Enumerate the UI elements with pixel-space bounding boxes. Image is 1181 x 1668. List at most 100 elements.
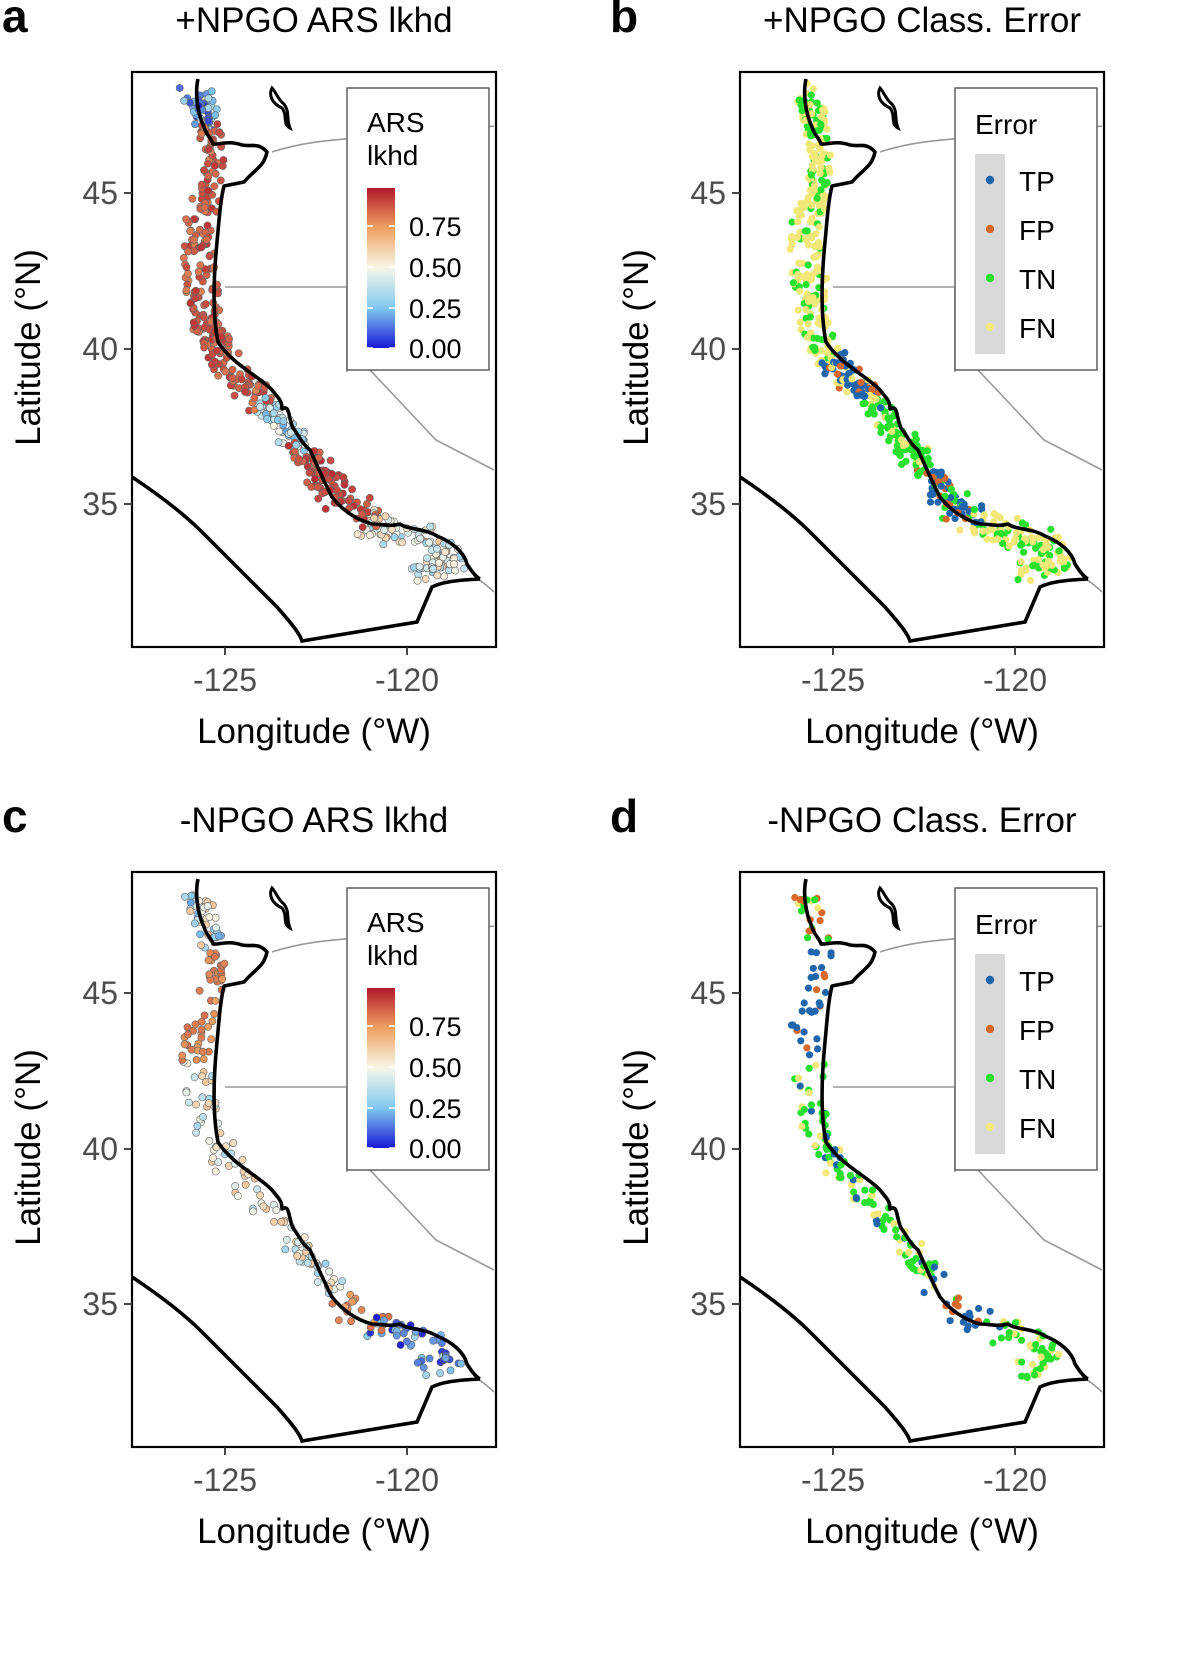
data-point [192, 1055, 201, 1064]
data-point [446, 1366, 455, 1375]
data-point [1055, 1350, 1063, 1358]
data-point [918, 1239, 926, 1248]
colorbar-label: 0.25 [409, 1094, 462, 1124]
data-point [800, 1105, 808, 1114]
data-point [191, 120, 199, 129]
data-point [798, 106, 806, 115]
data-point [325, 1267, 334, 1276]
data-point [216, 176, 225, 185]
data-point [869, 406, 877, 414]
legend-key-tp [985, 175, 995, 185]
data-point [237, 375, 246, 384]
data-point [241, 387, 249, 396]
data-point [975, 1304, 983, 1313]
data-point [1023, 1373, 1031, 1382]
data-point [926, 498, 935, 506]
data-point [284, 441, 293, 450]
data-point [858, 390, 866, 398]
data-point [277, 1217, 286, 1226]
data-point [348, 1297, 357, 1306]
data-point [822, 1169, 830, 1177]
data-point [208, 360, 216, 369]
data-point [815, 1150, 823, 1158]
data-point [865, 1198, 873, 1206]
data-point [826, 168, 834, 176]
data-point [202, 235, 211, 244]
data-point [228, 374, 237, 382]
y-tick-label: 35 [82, 486, 118, 522]
data-point [310, 475, 319, 483]
data-point [292, 440, 301, 449]
data-point [811, 300, 819, 308]
data-point [1039, 1359, 1047, 1367]
data-point [1039, 545, 1047, 554]
data-point [859, 400, 867, 408]
data-point [796, 896, 804, 904]
state-boundary [833, 1086, 956, 1172]
legend-item-tn: TN [1019, 1064, 1056, 1095]
data-point [204, 956, 213, 965]
data-point [803, 333, 811, 341]
legend-item-fp: FP [1019, 1015, 1055, 1046]
y-tick-label: 45 [82, 175, 118, 211]
x-tick-label: -120 [375, 1462, 439, 1498]
data-point [807, 973, 815, 982]
x-tick-label: -120 [983, 662, 1047, 698]
data-point [1032, 1341, 1040, 1349]
data-point [229, 1139, 238, 1147]
data-point [191, 1020, 200, 1029]
data-point [186, 898, 195, 907]
data-point [804, 241, 812, 249]
data-point [963, 490, 971, 498]
data-point [433, 571, 442, 580]
data-point [994, 535, 1002, 543]
data-point [200, 203, 209, 212]
data-point [877, 423, 885, 431]
data-point [844, 381, 852, 389]
data-point [820, 205, 828, 213]
legend-title: ARS [367, 107, 425, 138]
x-tick-label: -120 [375, 662, 439, 698]
y-axis-label: Latitude (°N) [9, 249, 48, 446]
data-point [806, 313, 814, 321]
data-point [804, 261, 812, 269]
data-point [793, 233, 801, 241]
data-point [909, 1264, 917, 1273]
data-point [1012, 529, 1021, 537]
data-point [196, 930, 204, 939]
data-point [934, 498, 942, 506]
data-point [872, 1216, 881, 1224]
data-point [1022, 521, 1030, 529]
legend-item-tp: TP [1019, 966, 1055, 997]
data-point [365, 531, 374, 539]
data-point [823, 125, 831, 133]
data-point [978, 505, 986, 513]
data-point [231, 1182, 240, 1190]
data-point [365, 493, 374, 502]
data-point [821, 973, 829, 981]
data-point [415, 562, 424, 571]
data-point [203, 221, 212, 230]
data-point [796, 287, 804, 295]
data-point [818, 152, 826, 160]
data-point [817, 186, 825, 194]
data-point [868, 1191, 876, 1199]
panel-title: +NPGO ARS lkhd [175, 1, 452, 40]
data-point [218, 975, 227, 983]
data-point [942, 515, 950, 523]
colorbar [367, 988, 395, 1148]
data-point [269, 409, 278, 418]
puget-sound-outline [877, 885, 901, 932]
data-point [272, 1206, 281, 1215]
data-point [270, 1217, 278, 1226]
data-point [893, 1233, 901, 1241]
data-point [281, 1245, 290, 1254]
data-point [808, 1008, 816, 1016]
data-point [347, 1317, 355, 1326]
data-point [788, 218, 796, 226]
data-point [805, 1064, 813, 1072]
data-point [954, 1294, 963, 1302]
data-point [824, 935, 832, 943]
data-point [814, 1045, 822, 1053]
eez-boundary [740, 1275, 1089, 1444]
